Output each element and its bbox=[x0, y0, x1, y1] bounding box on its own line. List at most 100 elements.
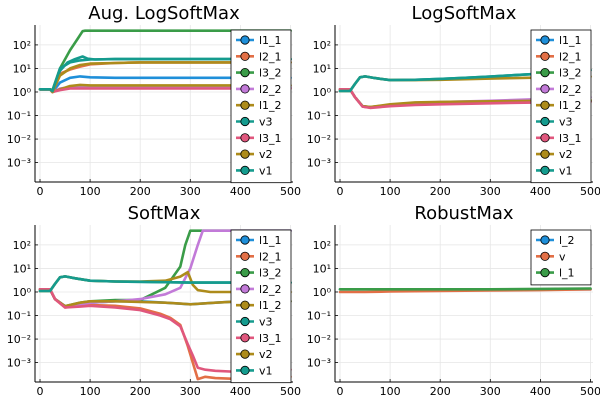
legend-label: v3 bbox=[559, 116, 573, 129]
y-tick-label: 10⁻³ bbox=[307, 357, 331, 370]
legend: l_2v l_1 bbox=[530, 229, 592, 286]
x-tick-label: 500 bbox=[580, 385, 600, 398]
legend-label: v3 bbox=[259, 316, 273, 329]
x-tick-label: 300 bbox=[180, 185, 201, 198]
y-tick-label: 10⁰ bbox=[13, 86, 32, 99]
x-tick-label: 400 bbox=[530, 185, 551, 198]
legend-label: l3_2 bbox=[259, 267, 282, 280]
legend-swatch-marker bbox=[540, 251, 550, 261]
legend-label: l1_2 bbox=[259, 99, 282, 112]
x-tick-label: 0 bbox=[37, 185, 44, 198]
legend-swatch-marker bbox=[240, 51, 250, 61]
x-tick-label: 200 bbox=[130, 185, 151, 198]
legend-swatch-marker bbox=[240, 68, 250, 78]
legend-label: l1_2 bbox=[259, 299, 282, 312]
legend-swatch-marker bbox=[540, 51, 550, 61]
legend-label: l_2 bbox=[559, 234, 575, 247]
x-tick-label: 500 bbox=[280, 185, 301, 198]
legend-label: v bbox=[559, 250, 566, 263]
legend-label: v1 bbox=[259, 364, 273, 377]
x-tick-label: 100 bbox=[380, 385, 401, 398]
legend-swatch-marker bbox=[540, 235, 550, 245]
x-tick-label: 400 bbox=[530, 385, 551, 398]
y-tick-label: 10⁰ bbox=[313, 286, 332, 299]
y-tick-label: 10⁻² bbox=[7, 133, 31, 146]
legend-label: l2_2 bbox=[559, 83, 582, 96]
legend-label: l1_2 bbox=[559, 99, 582, 112]
series-line-l3_1 bbox=[338, 88, 592, 110]
legend-swatch-marker bbox=[240, 116, 250, 127]
legend-swatch-marker bbox=[540, 165, 550, 175]
x-tick-label: 200 bbox=[430, 385, 451, 398]
y-tick-label: 10¹ bbox=[13, 262, 31, 275]
legend-swatch-marker bbox=[240, 316, 250, 327]
x-tick-label: 500 bbox=[280, 385, 301, 398]
legend-label: l1_1 bbox=[259, 234, 282, 247]
x-tick-label: 500 bbox=[580, 185, 600, 198]
y-tick-label: 10² bbox=[13, 239, 31, 252]
y-tick-label: 10⁰ bbox=[313, 86, 332, 99]
chart-panel-1: 0 100 200 300 400 500 10⁻³ 10⁻² 10⁻¹ 10⁰ 10¹ 10² Aug… bbox=[7, 3, 301, 198]
legend-swatch-marker bbox=[540, 100, 550, 110]
legend-label: l3_1 bbox=[259, 132, 282, 145]
legend-swatch-marker bbox=[240, 365, 250, 375]
y-tick-label: 10⁻¹ bbox=[307, 110, 331, 123]
y-tick-label: 10¹ bbox=[313, 62, 331, 75]
y-tick-label: 10² bbox=[13, 39, 31, 52]
legend-swatch-marker bbox=[240, 84, 250, 94]
legend-swatch-marker bbox=[540, 149, 550, 159]
legend-swatch-marker bbox=[240, 267, 250, 278]
legend-swatch-marker bbox=[240, 333, 250, 343]
legend-swatch-marker bbox=[540, 35, 550, 45]
legend-label: v2 bbox=[259, 348, 273, 361]
y-tick-label: 10² bbox=[313, 39, 331, 52]
legend-label: v1 bbox=[259, 164, 273, 177]
y-tick-label: 10⁻³ bbox=[7, 157, 31, 170]
legend-swatch-marker bbox=[240, 149, 250, 159]
chart-title: RobustMax bbox=[414, 203, 514, 224]
legend-swatch-marker bbox=[240, 133, 250, 143]
legend-swatch-marker bbox=[540, 68, 550, 78]
y-tick-label: 10⁰ bbox=[13, 286, 32, 299]
y-tick-label: 10⁻² bbox=[307, 333, 331, 346]
legend-label: l2_1 bbox=[259, 250, 282, 263]
legend-swatch-marker bbox=[540, 133, 550, 143]
legend-label: l2_2 bbox=[259, 283, 282, 296]
y-tick-label: 10⁻¹ bbox=[7, 310, 31, 323]
series-line-v1 bbox=[38, 275, 292, 293]
legend-label: v3 bbox=[259, 116, 273, 129]
series-line-v1 bbox=[38, 57, 292, 93]
legend: l1_1 l2_1 l3_2 l2_2 l1_2 v3 l3_1 v2 v1 bbox=[230, 29, 292, 184]
legend-label: v2 bbox=[259, 148, 273, 161]
legend-label: l1_1 bbox=[559, 34, 582, 47]
legend-label: v1 bbox=[559, 164, 573, 177]
chart-title: LogSoftMax bbox=[412, 3, 517, 24]
x-tick-label: 200 bbox=[430, 185, 451, 198]
legend-swatch-marker bbox=[240, 300, 250, 310]
x-tick-label: 100 bbox=[80, 385, 101, 398]
y-tick-label: 10⁻³ bbox=[7, 357, 31, 370]
legend-swatch-marker bbox=[540, 267, 550, 278]
legend-label: l3_2 bbox=[259, 67, 282, 80]
chart-panel-3: 0 100 200 300 400 500 10⁻³ 10⁻² 10⁻¹ 10⁰ 10¹ 10² Sof… bbox=[7, 203, 301, 398]
legend-swatch-marker bbox=[240, 349, 250, 359]
x-tick-label: 200 bbox=[130, 385, 151, 398]
y-tick-label: 10² bbox=[313, 239, 331, 252]
series-group bbox=[38, 229, 292, 381]
series-group bbox=[338, 287, 592, 294]
y-tick-label: 10¹ bbox=[313, 262, 331, 275]
x-tick-label: 100 bbox=[80, 185, 101, 198]
legend-swatch-marker bbox=[240, 35, 250, 45]
y-tick-label: 10⁻³ bbox=[307, 157, 331, 170]
y-tick-label: 10⁻¹ bbox=[307, 310, 331, 323]
legend-label: l3_2 bbox=[559, 67, 582, 80]
y-tick-label: 10⁻¹ bbox=[7, 110, 31, 123]
x-tick-label: 0 bbox=[337, 385, 344, 398]
series-group bbox=[38, 29, 292, 94]
legend: l1_1 l2_1 l3_2 l2_2 l1_2 v3 l3_1 v2 v1 bbox=[230, 229, 292, 384]
legend-swatch-marker bbox=[540, 84, 550, 94]
legend-label: v2 bbox=[559, 148, 573, 161]
legend-label: l3_1 bbox=[259, 332, 282, 345]
legend-label: l2_1 bbox=[559, 50, 582, 63]
